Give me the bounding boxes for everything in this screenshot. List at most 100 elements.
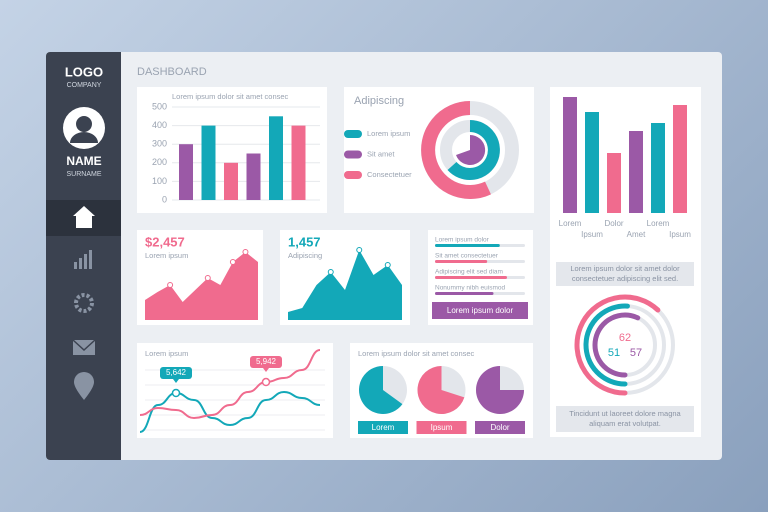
stat-label: Lorem ipsum bbox=[145, 251, 188, 260]
category-label: Amet bbox=[627, 230, 646, 239]
callout bbox=[250, 356, 282, 369]
area bbox=[145, 252, 258, 320]
column-note: Lorem ipsum dolor sit amet dolor consect… bbox=[570, 264, 680, 283]
area-dot bbox=[229, 259, 236, 265]
ring-value: 51 bbox=[608, 347, 620, 359]
bar bbox=[607, 153, 621, 213]
company: COMPANY bbox=[67, 82, 102, 89]
area-dot bbox=[204, 275, 211, 281]
progress-label: Lorem ipsum dolor bbox=[435, 237, 490, 244]
bar bbox=[563, 97, 577, 213]
category-label: Ipsum bbox=[581, 230, 603, 239]
category-label: Ipsum bbox=[669, 230, 691, 239]
area-dot bbox=[327, 269, 334, 275]
bar bbox=[585, 112, 599, 213]
pie-label: Ipsum bbox=[431, 423, 453, 432]
category-label: Dolor bbox=[604, 219, 623, 228]
settings-icon[interactable] bbox=[74, 293, 94, 313]
progress-label: Sit amet consectetuer bbox=[435, 253, 499, 260]
point bbox=[171, 388, 181, 398]
bar bbox=[291, 125, 306, 200]
pie-tag bbox=[358, 421, 408, 434]
ring-value: 57 bbox=[630, 347, 642, 359]
avatar-body bbox=[70, 132, 98, 143]
note-box bbox=[556, 262, 694, 286]
bar bbox=[673, 105, 687, 213]
legend-label: Consectetuer bbox=[367, 170, 412, 179]
area-dot bbox=[167, 282, 174, 288]
area-dot bbox=[356, 247, 363, 253]
point bbox=[261, 377, 271, 387]
line bbox=[139, 348, 321, 419]
legend-label: Lorem ipsum bbox=[367, 129, 410, 138]
bar bbox=[201, 125, 216, 200]
bar bbox=[224, 162, 238, 200]
pie-slice bbox=[359, 366, 403, 414]
callout bbox=[160, 367, 192, 379]
y-tick-label: 400 bbox=[152, 120, 167, 130]
y-tick-label: 100 bbox=[152, 176, 167, 186]
bar bbox=[651, 123, 665, 213]
pie-label: Lorem bbox=[372, 423, 395, 432]
category-label: Lorem bbox=[559, 219, 582, 228]
user-surname: SURNAME bbox=[66, 171, 101, 178]
mail-icon[interactable] bbox=[72, 339, 96, 355]
legend-swatch bbox=[344, 130, 362, 138]
ring-value: 62 bbox=[619, 332, 631, 344]
data-label: 5,942 bbox=[256, 357, 277, 366]
button[interactable] bbox=[432, 302, 528, 319]
pie-tag bbox=[416, 421, 467, 434]
y-tick-label: 500 bbox=[152, 101, 167, 111]
legend-swatch bbox=[344, 150, 362, 159]
radial-note: Tincidunt ut laoreet dolore magna aliqua… bbox=[569, 409, 681, 428]
data-label: 5,642 bbox=[166, 368, 187, 377]
area-dot bbox=[384, 262, 391, 268]
area bbox=[288, 250, 402, 320]
ring-arc bbox=[592, 312, 641, 378]
y-tick-label: 300 bbox=[152, 139, 167, 149]
bar bbox=[629, 131, 643, 213]
note-box bbox=[556, 406, 694, 432]
pie-tag bbox=[475, 421, 525, 434]
line bbox=[139, 391, 321, 434]
stats-icon[interactable] bbox=[74, 250, 92, 269]
progress-bar bbox=[435, 292, 494, 295]
donut-title: Adipiscing bbox=[354, 95, 404, 107]
bar bbox=[246, 153, 261, 200]
user-name: NAME bbox=[66, 154, 101, 168]
page-title: DASHBOARD bbox=[137, 66, 207, 78]
bar-title: Lorem ipsum dolor sit amet consec bbox=[172, 92, 289, 101]
stat-value: $2,457 bbox=[145, 234, 185, 249]
legend-label: Sit amet bbox=[367, 149, 395, 158]
callout-tip bbox=[173, 379, 179, 383]
location-icon[interactable] bbox=[74, 372, 94, 400]
progress-label: Adipiscing elit sed diam bbox=[435, 269, 503, 276]
ring-arc bbox=[583, 303, 630, 387]
bar bbox=[179, 144, 193, 200]
progress-label: Nonummy nibh euismod bbox=[435, 285, 505, 292]
avatar-head bbox=[76, 116, 92, 132]
button-label[interactable]: Lorem ipsum dolor bbox=[447, 306, 514, 315]
stat-value: 1,457 bbox=[288, 234, 321, 249]
legend-swatch bbox=[344, 171, 362, 179]
line-title: Lorem ipsum bbox=[145, 349, 188, 358]
logo: LOGO bbox=[65, 64, 103, 79]
progress-bar bbox=[435, 276, 507, 279]
progress-bar bbox=[435, 244, 500, 247]
ring-arc bbox=[574, 294, 661, 396]
y-tick-label: 200 bbox=[152, 157, 167, 167]
progress-bar bbox=[435, 260, 488, 263]
stat-label: Adipiscing bbox=[288, 251, 322, 260]
area-dot bbox=[242, 249, 249, 255]
callout-tip bbox=[263, 368, 269, 373]
home-icon[interactable] bbox=[73, 206, 95, 228]
sidebar bbox=[46, 52, 121, 460]
bar bbox=[269, 116, 283, 200]
pie-slice bbox=[417, 366, 465, 414]
category-label: Lorem bbox=[647, 219, 670, 228]
y-tick-label: 0 bbox=[162, 194, 167, 204]
pie-label: Dolor bbox=[490, 423, 509, 432]
pie-title: Lorem ipsum dolor sit amet consec bbox=[358, 349, 475, 358]
